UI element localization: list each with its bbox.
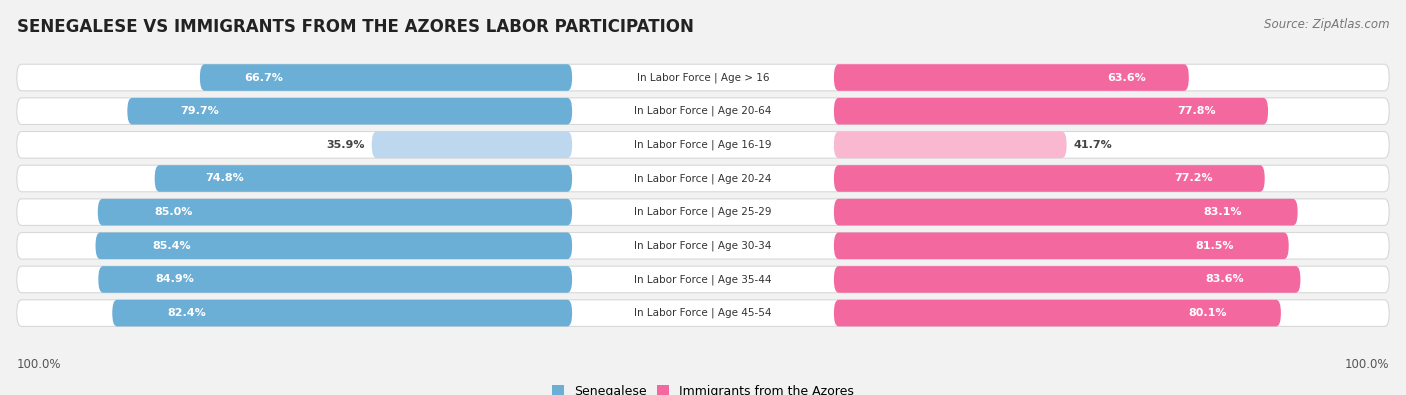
- FancyBboxPatch shape: [112, 300, 572, 326]
- Text: 77.2%: 77.2%: [1174, 173, 1213, 184]
- FancyBboxPatch shape: [98, 266, 572, 293]
- Text: 100.0%: 100.0%: [1344, 358, 1389, 371]
- Text: 85.4%: 85.4%: [153, 241, 191, 251]
- FancyBboxPatch shape: [834, 64, 1189, 91]
- Text: 85.0%: 85.0%: [155, 207, 193, 217]
- Text: 81.5%: 81.5%: [1195, 241, 1234, 251]
- Text: In Labor Force | Age 20-24: In Labor Force | Age 20-24: [634, 173, 772, 184]
- FancyBboxPatch shape: [834, 98, 1268, 124]
- FancyBboxPatch shape: [17, 64, 1389, 91]
- Text: 79.7%: 79.7%: [181, 106, 219, 116]
- FancyBboxPatch shape: [834, 132, 1067, 158]
- FancyBboxPatch shape: [98, 199, 572, 226]
- FancyBboxPatch shape: [17, 300, 1389, 326]
- FancyBboxPatch shape: [17, 233, 1389, 259]
- Text: 84.9%: 84.9%: [155, 275, 194, 284]
- Text: 82.4%: 82.4%: [167, 308, 207, 318]
- Text: SENEGALESE VS IMMIGRANTS FROM THE AZORES LABOR PARTICIPATION: SENEGALESE VS IMMIGRANTS FROM THE AZORES…: [17, 18, 693, 36]
- Text: In Labor Force | Age > 16: In Labor Force | Age > 16: [637, 72, 769, 83]
- Text: In Labor Force | Age 30-34: In Labor Force | Age 30-34: [634, 241, 772, 251]
- Text: 83.1%: 83.1%: [1204, 207, 1241, 217]
- Text: In Labor Force | Age 20-64: In Labor Force | Age 20-64: [634, 106, 772, 117]
- FancyBboxPatch shape: [834, 165, 1265, 192]
- FancyBboxPatch shape: [155, 165, 572, 192]
- Text: In Labor Force | Age 25-29: In Labor Force | Age 25-29: [634, 207, 772, 217]
- Text: Source: ZipAtlas.com: Source: ZipAtlas.com: [1264, 18, 1389, 31]
- FancyBboxPatch shape: [371, 132, 572, 158]
- FancyBboxPatch shape: [96, 233, 572, 259]
- FancyBboxPatch shape: [834, 300, 1281, 326]
- Text: 83.6%: 83.6%: [1206, 275, 1244, 284]
- FancyBboxPatch shape: [834, 266, 1301, 293]
- Text: 35.9%: 35.9%: [326, 140, 366, 150]
- FancyBboxPatch shape: [128, 98, 572, 124]
- Text: In Labor Force | Age 35-44: In Labor Force | Age 35-44: [634, 274, 772, 285]
- FancyBboxPatch shape: [17, 266, 1389, 293]
- Text: 80.1%: 80.1%: [1188, 308, 1227, 318]
- FancyBboxPatch shape: [17, 98, 1389, 124]
- Text: 66.7%: 66.7%: [245, 73, 284, 83]
- FancyBboxPatch shape: [834, 233, 1289, 259]
- Legend: Senegalese, Immigrants from the Azores: Senegalese, Immigrants from the Azores: [551, 385, 855, 395]
- Text: 100.0%: 100.0%: [17, 358, 62, 371]
- FancyBboxPatch shape: [834, 199, 1298, 226]
- Text: 77.8%: 77.8%: [1177, 106, 1216, 116]
- FancyBboxPatch shape: [200, 64, 572, 91]
- Text: 63.6%: 63.6%: [1108, 73, 1146, 83]
- FancyBboxPatch shape: [17, 132, 1389, 158]
- Text: In Labor Force | Age 16-19: In Labor Force | Age 16-19: [634, 139, 772, 150]
- Text: 74.8%: 74.8%: [205, 173, 243, 184]
- Text: In Labor Force | Age 45-54: In Labor Force | Age 45-54: [634, 308, 772, 318]
- FancyBboxPatch shape: [17, 199, 1389, 226]
- Text: 41.7%: 41.7%: [1074, 140, 1112, 150]
- FancyBboxPatch shape: [17, 165, 1389, 192]
